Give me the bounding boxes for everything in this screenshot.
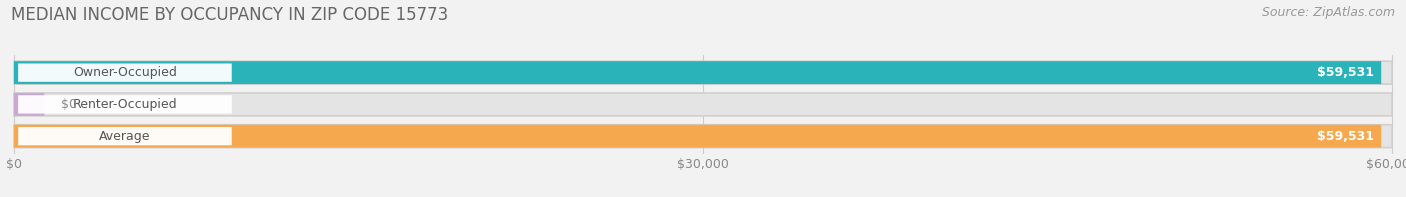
Text: Renter-Occupied: Renter-Occupied	[73, 98, 177, 111]
Text: Source: ZipAtlas.com: Source: ZipAtlas.com	[1261, 6, 1395, 19]
FancyBboxPatch shape	[14, 125, 1381, 148]
Text: Owner-Occupied: Owner-Occupied	[73, 66, 177, 79]
FancyBboxPatch shape	[18, 127, 232, 145]
Text: Average: Average	[100, 130, 150, 143]
Text: $59,531: $59,531	[1317, 66, 1374, 79]
FancyBboxPatch shape	[14, 125, 1392, 148]
FancyBboxPatch shape	[14, 61, 1392, 84]
FancyBboxPatch shape	[18, 95, 232, 113]
FancyBboxPatch shape	[14, 93, 1392, 116]
Text: MEDIAN INCOME BY OCCUPANCY IN ZIP CODE 15773: MEDIAN INCOME BY OCCUPANCY IN ZIP CODE 1…	[11, 6, 449, 24]
Text: $59,531: $59,531	[1317, 130, 1374, 143]
FancyBboxPatch shape	[18, 63, 232, 82]
FancyBboxPatch shape	[14, 93, 45, 116]
Text: $0: $0	[60, 98, 77, 111]
FancyBboxPatch shape	[14, 61, 1381, 84]
